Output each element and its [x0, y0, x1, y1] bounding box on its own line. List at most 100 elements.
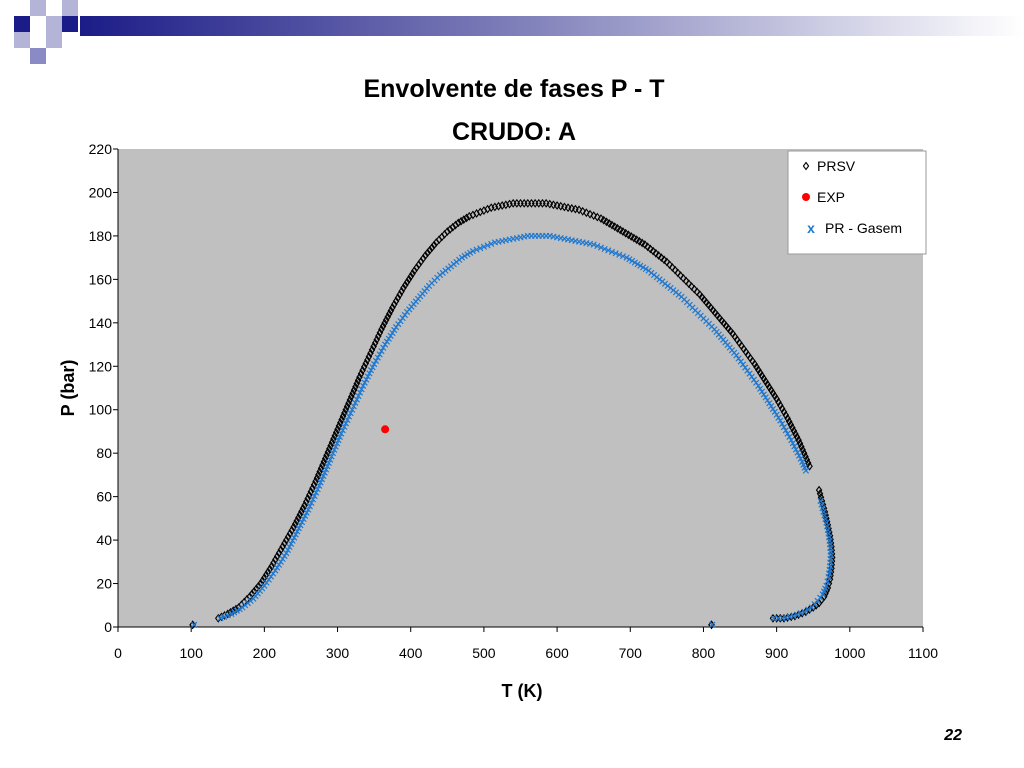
prsv-point — [796, 438, 804, 448]
pr-gasem-point — [284, 546, 292, 554]
prsv-point — [360, 362, 368, 372]
pr-gasem-point — [224, 612, 231, 619]
series-pr-gasem — [190, 232, 834, 628]
exp-point — [381, 425, 390, 434]
prsv-point — [309, 483, 316, 493]
prsv-point — [365, 352, 373, 362]
pr-gasem-point — [616, 251, 623, 258]
y-tick-label: 200 — [89, 184, 113, 200]
pr-gasem-point — [332, 443, 339, 450]
pr-gasem-point — [791, 443, 798, 450]
pr-gasem-point — [371, 360, 378, 368]
pr-gasem-point — [352, 399, 359, 407]
prsv-point — [557, 201, 565, 211]
pr-gasem-point — [777, 417, 784, 424]
pr-gasem-point — [773, 411, 780, 418]
prsv-point — [411, 266, 418, 276]
pr-gasem-point — [389, 329, 396, 337]
prsv-point — [417, 257, 425, 266]
prsv-point — [792, 429, 799, 439]
pr-gasem-point — [345, 413, 353, 420]
pr-gasem-point — [305, 506, 312, 513]
y-tick-label: 120 — [89, 358, 113, 374]
x-axis-label: T (K) — [502, 681, 543, 701]
legend-box — [787, 150, 927, 255]
pr-gasem-point — [789, 440, 796, 447]
prsv-point — [296, 510, 304, 520]
prsv-point — [594, 212, 601, 222]
prsv-point — [401, 280, 409, 290]
prsv-point — [685, 279, 693, 289]
prsv-point — [446, 224, 454, 234]
prsv-point — [816, 489, 824, 499]
pr-gasem-point — [612, 250, 619, 257]
prsv-point — [575, 205, 583, 215]
y-axis-label: P (bar) — [58, 360, 78, 417]
pr-gasem-point — [469, 247, 477, 255]
pr-gasem-point — [303, 509, 310, 516]
prsv-point — [413, 263, 420, 273]
pr-gasem-point — [709, 621, 716, 628]
legend-label: PRSV — [817, 158, 856, 174]
pr-gasem-point — [275, 561, 283, 568]
prsv-point — [390, 299, 398, 309]
pr-gasem-point — [605, 247, 612, 254]
prsv-point — [669, 262, 676, 272]
pr-gasem-point — [385, 335, 392, 342]
prsv-point — [449, 222, 457, 232]
pr-gasem-point — [360, 382, 367, 389]
pr-gasem-point — [488, 240, 495, 248]
prsv-point — [277, 545, 285, 555]
prsv-point — [428, 243, 436, 253]
pr-gasem-point — [788, 437, 795, 444]
prsv-point — [400, 283, 407, 293]
prsv-point — [463, 213, 470, 223]
x-tick-label: 1100 — [908, 645, 938, 661]
prsv-point — [568, 203, 576, 213]
pr-gasem-point — [387, 332, 394, 339]
pr-gasem-point — [477, 245, 484, 252]
y-tick-label: 0 — [104, 619, 112, 635]
prsv-point — [806, 461, 813, 471]
pr-gasem-point — [378, 347, 385, 355]
prsv-point — [291, 519, 299, 529]
y-tick-label: 100 — [89, 402, 113, 418]
pr-gasem-point — [372, 357, 380, 364]
y-tick-label: 220 — [89, 141, 113, 157]
pr-gasem-point — [383, 338, 391, 345]
pr-gasem-point — [757, 385, 764, 392]
prsv-point — [359, 365, 366, 375]
pr-gasem-point — [274, 564, 281, 571]
pr-gasem-point — [825, 573, 832, 581]
prsv-point — [378, 324, 385, 334]
pr-gasem-point — [318, 476, 326, 483]
pr-gasem-point — [353, 396, 361, 403]
pr-gasem-point — [755, 382, 762, 389]
prsv-point — [804, 458, 812, 468]
prsv-point — [281, 538, 288, 548]
y-tick-label: 80 — [96, 445, 112, 461]
prsv-point — [647, 244, 654, 254]
legend-label: EXP — [817, 189, 845, 205]
x-tick-label: 300 — [326, 645, 350, 661]
prsv-point — [430, 240, 438, 250]
prsv-point — [389, 303, 396, 313]
pr-gasem-point — [329, 450, 337, 457]
pr-gasem-point — [769, 405, 777, 413]
pr-gasem-point — [350, 403, 357, 410]
pr-gasem-point — [381, 341, 389, 348]
chart-title: Envolvente de fases P - T — [363, 75, 664, 103]
prsv-point — [798, 442, 805, 452]
prsv-point — [273, 551, 281, 561]
prsv-point — [553, 201, 561, 210]
prsv-point — [382, 315, 390, 325]
prsv-point — [682, 276, 690, 286]
prsv-point — [368, 345, 376, 355]
prsv-point — [398, 286, 405, 296]
x-tick-label: 200 — [253, 645, 277, 661]
pr-gasem-point — [366, 370, 373, 377]
x-tick-label: 600 — [545, 645, 569, 661]
prsv-point — [279, 542, 286, 552]
pr-gasem-point — [302, 512, 309, 520]
